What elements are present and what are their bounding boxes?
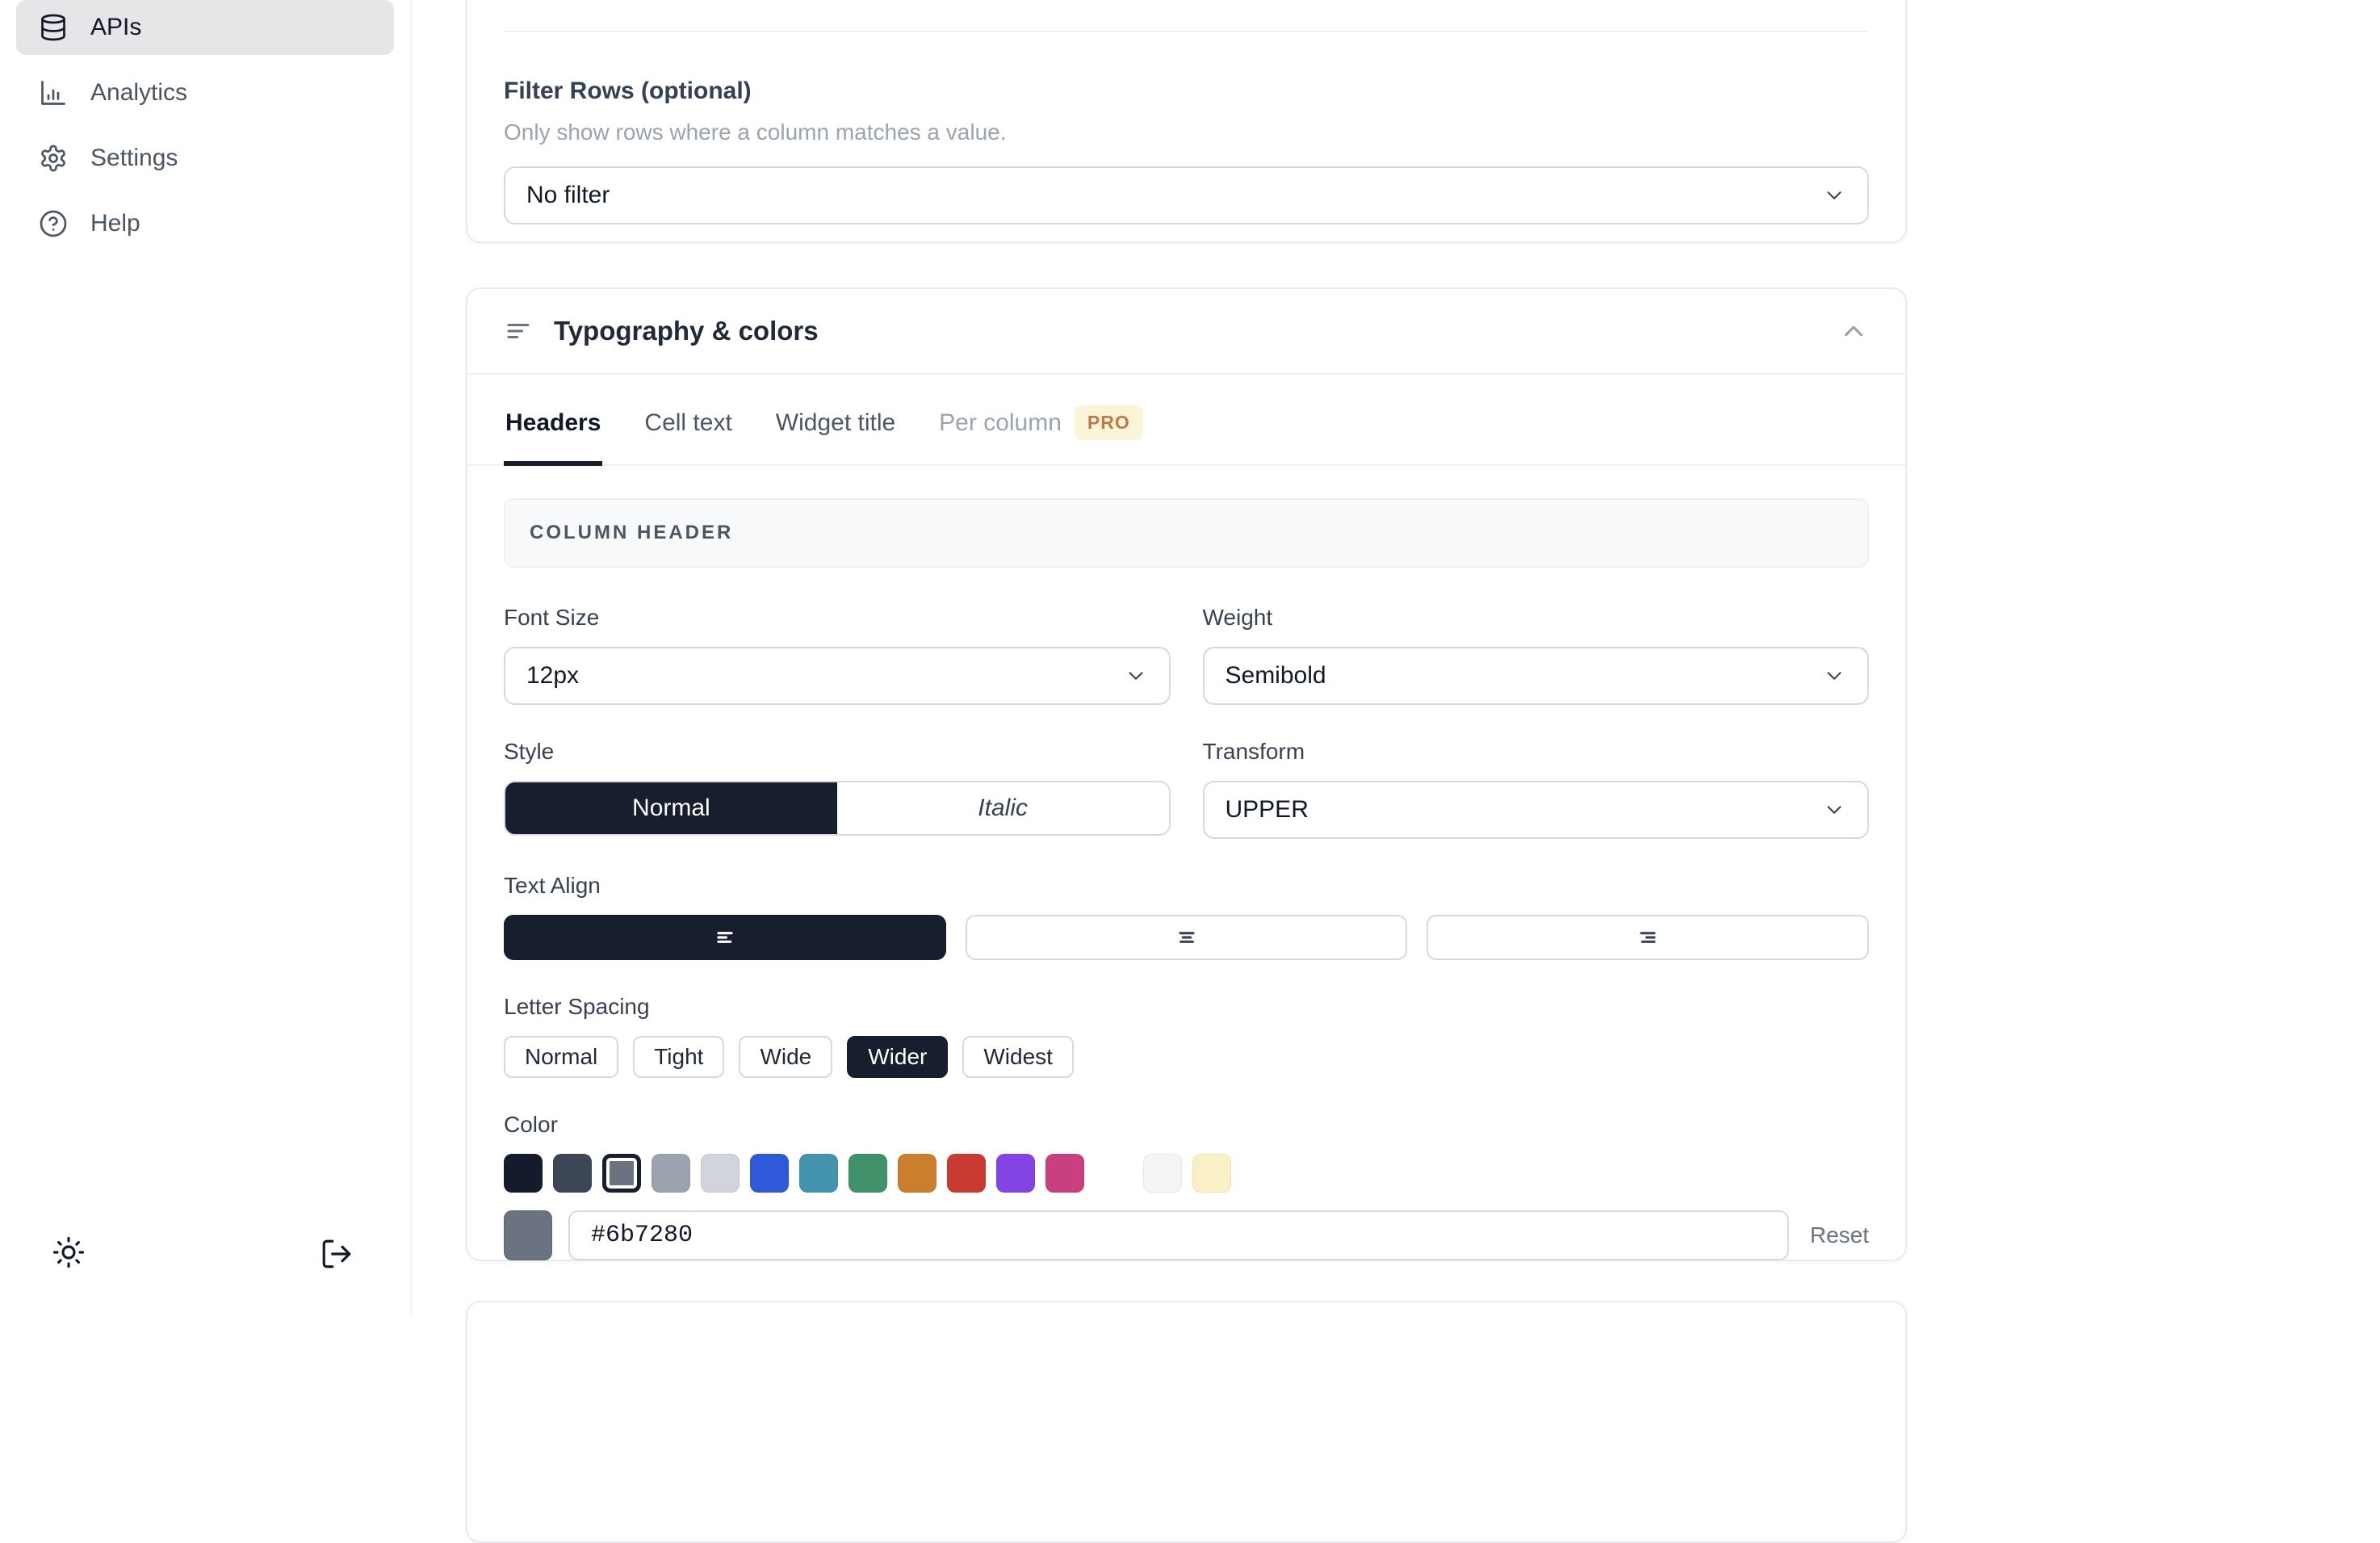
typography-card: Typography & colors Headers Cell text Wi… bbox=[466, 287, 1907, 1327]
sidebar-item-label: Analytics bbox=[90, 79, 188, 106]
typography-card-title: Typography & colors bbox=[554, 316, 819, 346]
logout-button[interactable] bbox=[320, 1237, 354, 1271]
chevron-down-icon bbox=[1822, 798, 1846, 822]
weight-value: Semibold bbox=[1225, 662, 1326, 689]
color-swatch[interactable] bbox=[701, 1154, 740, 1193]
color-swatch-selected[interactable] bbox=[602, 1154, 641, 1193]
text-align-label: Text Align bbox=[504, 873, 601, 898]
style-option-normal[interactable]: Normal bbox=[505, 782, 837, 834]
reset-color-button[interactable]: Reset bbox=[1809, 1222, 1869, 1247]
tab-per-column[interactable]: Per column PRO bbox=[937, 375, 1145, 466]
align-left-icon bbox=[712, 925, 738, 950]
align-center-button[interactable] bbox=[965, 915, 1408, 960]
next-section-card bbox=[466, 1301, 1907, 1543]
sidebar-nav: APIs Analytics Settings bbox=[0, 0, 410, 251]
font-size-select[interactable]: 12px bbox=[504, 647, 1171, 705]
letter-spacing-widest[interactable]: Widest bbox=[962, 1036, 1074, 1078]
color-swatch-row bbox=[504, 1154, 1869, 1193]
font-size-value: 12px bbox=[526, 662, 580, 689]
database-icon bbox=[39, 13, 68, 42]
hex-color-row: Reset bbox=[504, 1210, 1869, 1260]
logout-icon bbox=[320, 1237, 354, 1271]
letter-spacing-field: Letter Spacing Normal Tight Wide Wider W… bbox=[504, 994, 1869, 1078]
tab-headers[interactable]: Headers bbox=[504, 375, 603, 466]
transform-value: UPPER bbox=[1225, 796, 1309, 823]
sidebar-item-apis[interactable]: APIs bbox=[16, 0, 394, 55]
typography-card-header: Typography & colors bbox=[467, 289, 1905, 373]
font-size-field: Font Size 12px bbox=[504, 605, 1171, 705]
font-size-label: Font Size bbox=[504, 605, 600, 630]
color-preview-square bbox=[504, 1210, 552, 1260]
color-swatch[interactable] bbox=[1143, 1154, 1182, 1193]
color-swatch[interactable] bbox=[553, 1154, 592, 1193]
color-swatch[interactable] bbox=[996, 1154, 1035, 1193]
letter-spacing-normal[interactable]: Normal bbox=[504, 1036, 619, 1078]
style-segmented-control: Normal Italic bbox=[504, 781, 1171, 836]
letter-spacing-label: Letter Spacing bbox=[504, 994, 650, 1019]
letter-spacing-wide[interactable]: Wide bbox=[739, 1036, 833, 1078]
color-swatch[interactable] bbox=[1045, 1154, 1084, 1193]
color-swatch[interactable] bbox=[750, 1154, 789, 1193]
transform-label: Transform bbox=[1202, 739, 1305, 764]
header-divider bbox=[467, 373, 1905, 375]
sun-icon bbox=[52, 1235, 86, 1269]
text-align-field: Text Align bbox=[504, 873, 1870, 960]
align-right-button[interactable] bbox=[1427, 915, 1870, 960]
filter-card: Filter Rows (optional) Only show rows wh… bbox=[466, 0, 1907, 243]
transform-select[interactable]: UPPER bbox=[1202, 781, 1869, 839]
sidebar-item-settings[interactable]: Settings bbox=[16, 131, 394, 186]
collapse-section-button[interactable] bbox=[1838, 316, 1869, 346]
color-swatch[interactable] bbox=[947, 1154, 986, 1193]
filter-rows-label: Filter Rows (optional) bbox=[504, 78, 752, 104]
style-field: Style Normal Italic bbox=[504, 739, 1171, 839]
pro-badge: PRO bbox=[1074, 405, 1143, 440]
chevron-down-icon bbox=[1822, 664, 1846, 688]
color-swatch[interactable] bbox=[849, 1154, 887, 1193]
color-field: Color Reset bbox=[504, 1112, 1869, 1260]
color-label: Color bbox=[504, 1112, 558, 1137]
color-swatch[interactable] bbox=[898, 1154, 936, 1193]
color-swatch[interactable] bbox=[1192, 1154, 1231, 1193]
chevron-down-icon bbox=[1124, 664, 1148, 688]
sidebar-item-help[interactable]: Help bbox=[16, 196, 394, 251]
style-label: Style bbox=[504, 739, 555, 764]
weight-field: Weight Semibold bbox=[1202, 605, 1869, 705]
style-option-italic[interactable]: Italic bbox=[836, 782, 1169, 834]
theme-toggle-button[interactable] bbox=[52, 1235, 86, 1269]
chevron-down-icon bbox=[1822, 183, 1846, 208]
align-right-icon bbox=[1635, 925, 1661, 950]
sidebar-item-label: APIs bbox=[90, 14, 142, 40]
sidebar-item-label: Help bbox=[90, 210, 140, 237]
sidebar-footer bbox=[0, 1235, 410, 1271]
header-preview-box: COLUMN HEADER bbox=[504, 498, 1869, 568]
gear-icon bbox=[39, 144, 68, 173]
bar-chart-icon bbox=[39, 78, 68, 107]
color-swatch[interactable] bbox=[799, 1154, 838, 1193]
weight-label: Weight bbox=[1202, 605, 1273, 630]
filter-select-value: No filter bbox=[526, 182, 610, 208]
sidebar-item-analytics[interactable]: Analytics bbox=[16, 65, 394, 120]
transform-field: Transform UPPER bbox=[1202, 739, 1869, 839]
letter-spacing-tight[interactable]: Tight bbox=[633, 1036, 725, 1078]
typography-tabs: Headers Cell text Widget title Per colum… bbox=[467, 375, 1905, 466]
tab-widget-title[interactable]: Widget title bbox=[775, 409, 896, 436]
sidebar-item-label: Settings bbox=[90, 145, 178, 171]
filter-select[interactable]: No filter bbox=[504, 166, 1869, 224]
align-left-button[interactable] bbox=[504, 915, 946, 960]
color-swatch[interactable] bbox=[504, 1154, 543, 1193]
text-lines-icon bbox=[504, 317, 533, 346]
weight-select[interactable]: Semibold bbox=[1202, 647, 1869, 705]
filter-rows-description: Only show rows where a column matches a … bbox=[504, 119, 1007, 145]
tab-cell-text[interactable]: Cell text bbox=[644, 409, 732, 436]
header-preview-text: COLUMN HEADER bbox=[530, 522, 734, 543]
color-swatch[interactable] bbox=[652, 1154, 690, 1193]
sidebar: APIs Analytics Settings bbox=[0, 0, 412, 1314]
letter-spacing-wider[interactable]: Wider bbox=[847, 1036, 949, 1078]
hex-color-input[interactable] bbox=[568, 1210, 1789, 1260]
align-center-icon bbox=[1174, 925, 1200, 950]
chevron-up-icon bbox=[1838, 316, 1869, 346]
section-divider bbox=[504, 31, 1869, 32]
help-circle-icon bbox=[39, 209, 68, 238]
